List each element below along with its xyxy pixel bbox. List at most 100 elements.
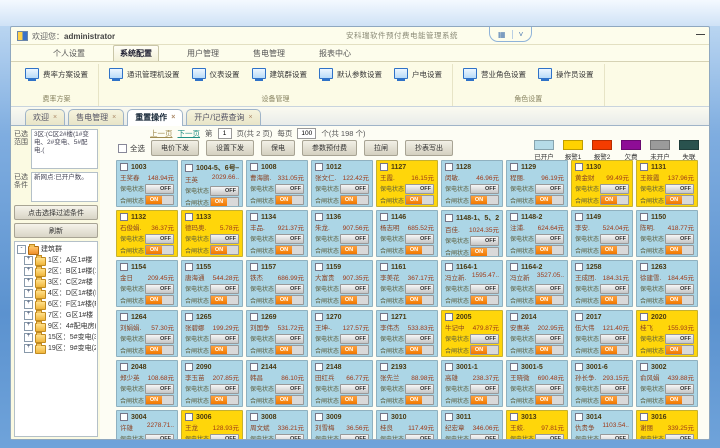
card-checkbox[interactable] (640, 363, 648, 371)
hezha-toggle[interactable]: ON (665, 195, 694, 205)
tree-expand-icon[interactable]: + (24, 333, 33, 342)
hezha-toggle[interactable]: ON (340, 395, 369, 405)
hezha-toggle[interactable]: ON (470, 247, 499, 256)
card-checkbox[interactable] (575, 363, 583, 371)
card-checkbox[interactable] (380, 163, 388, 171)
meter-card-2017[interactable]: 2017 伍大伟 121.40元 保电状态 OFF 合闸状态 ON (571, 310, 633, 357)
meter-card-1136[interactable]: 1136 朱龙. 907.56元 保电状态 OFF 合闸状态 ON (311, 210, 373, 257)
meter-card-1008[interactable]: 1008 曹海鹏. 331.05元 保电状态 OFF 合闸状态 ON (246, 160, 308, 207)
meter-card-1258[interactable]: 1258 王成团. 184.31元 保电状态 OFF 合闸状态 ON (571, 260, 633, 307)
meter-card-1148-1、5、22[interactable]: 1148-1、5、22 百佳. 1024.35元 保电状态 OFF 合闸状态 ON (441, 210, 503, 257)
card-checkbox[interactable] (315, 363, 323, 371)
tree-expand-icon[interactable]: + (24, 322, 33, 331)
card-checkbox[interactable] (185, 263, 193, 271)
chevron-down-icon[interactable]: ˅ (518, 29, 524, 39)
card-checkbox[interactable] (315, 163, 323, 171)
meter-card-1265[interactable]: 1265 张碧娜 199.29元 保电状态 OFF 合闸状态 ON (181, 310, 243, 357)
hezha-toggle[interactable]: ON (145, 295, 174, 305)
card-checkbox[interactable] (575, 413, 583, 421)
hezha-toggle[interactable]: ON (665, 345, 694, 355)
tab-2[interactable]: 重置操作 × (127, 109, 184, 126)
tab-1[interactable]: 售电管理 × (68, 109, 125, 125)
hezha-toggle[interactable]: ON (210, 245, 239, 255)
card-checkbox[interactable] (510, 413, 518, 421)
card-checkbox[interactable] (250, 163, 258, 171)
baodian-toggle[interactable]: OFF (405, 333, 434, 344)
meter-card-2090[interactable]: 2090 李玉苗 207.85元 保电状态 OFF 合闸状态 ON (181, 360, 243, 407)
action-button-2[interactable]: 保电 (261, 140, 295, 156)
card-checkbox[interactable] (250, 213, 258, 221)
meter-card-1134[interactable]: 1134 丰品. 921.37元 保电状态 OFF 合闸状态 ON (246, 210, 308, 257)
ribbon-button-2-1[interactable]: 操作员设置 (534, 65, 598, 84)
card-checkbox[interactable] (445, 214, 453, 222)
card-checkbox[interactable] (120, 213, 128, 221)
card-checkbox[interactable] (510, 363, 518, 371)
tree-item-5[interactable]: +7区：G区1#楼 (17, 310, 96, 321)
tree-root[interactable]: - 建筑群 (17, 244, 96, 255)
card-checkbox[interactable] (185, 164, 193, 172)
hezha-toggle[interactable]: ON (275, 345, 304, 355)
hezha-toggle[interactable]: ON (210, 295, 239, 305)
baodian-toggle[interactable]: OFF (275, 283, 304, 294)
baodian-toggle[interactable]: OFF (535, 433, 564, 439)
card-checkbox[interactable] (445, 313, 453, 321)
card-checkbox[interactable] (640, 263, 648, 271)
close-icon[interactable]: × (171, 114, 176, 121)
meter-card-1149[interactable]: 1149 李安. 524.04元 保电状态 OFF 合闸状态 ON (571, 210, 633, 257)
tree-item-1[interactable]: +2区：B区1#楼(1#变 (17, 266, 96, 277)
hezha-toggle[interactable]: ON (340, 195, 369, 205)
baodian-toggle[interactable]: OFF (145, 283, 174, 294)
tree-item-0[interactable]: +1区：A区1#楼 (17, 255, 96, 266)
close-icon[interactable]: × (112, 114, 117, 121)
hezha-toggle[interactable]: ON (405, 195, 434, 205)
selected-condition-box[interactable]: 新网点:已开户数。 (31, 172, 98, 202)
baodian-toggle[interactable]: OFF (470, 433, 499, 439)
meter-card-1004-5、6号—[interactable]: 1004-5、6号— 王英 2029.66.. 保电状态 OFF 合闸状态 ON (181, 160, 243, 207)
hezha-toggle[interactable]: ON (535, 295, 564, 305)
baodian-toggle[interactable]: OFF (340, 433, 369, 439)
baodian-toggle[interactable]: OFF (210, 383, 239, 394)
card-checkbox[interactable] (250, 263, 258, 271)
hezha-toggle[interactable]: ON (535, 245, 564, 255)
tree-expand-icon[interactable]: + (24, 289, 33, 298)
hezha-toggle[interactable]: ON (210, 345, 239, 355)
select-all-checkbox[interactable] (118, 143, 127, 153)
meter-card-2048[interactable]: 2048 郑少英 108.68元 保电状态 OFF 合闸状态 ON (116, 360, 178, 407)
tree-item-6[interactable]: +9区：4#配电房(4#配 (17, 321, 96, 332)
tree-item-8[interactable]: +19区：9#变电(2#变 (17, 343, 96, 354)
hezha-toggle[interactable]: ON (470, 345, 499, 355)
baodian-toggle[interactable]: OFF (535, 183, 564, 194)
meter-card-1150[interactable]: 1150 陈明. 418.77元 保电状态 OFF 合闸状态 ON (636, 210, 698, 257)
baodian-toggle[interactable]: OFF (665, 233, 694, 244)
card-checkbox[interactable] (380, 263, 388, 271)
tree-item-7[interactable]: +15区：5#变电(3#变电 (17, 332, 96, 343)
baodian-toggle[interactable]: OFF (340, 283, 369, 294)
baodian-toggle[interactable]: OFF (340, 233, 369, 244)
hezha-toggle[interactable]: ON (405, 395, 434, 405)
menu-item-3[interactable]: 售电管理 (253, 49, 285, 58)
ribbon-button-1-0[interactable]: 通讯管理机设置 (105, 65, 184, 84)
meter-card-2193[interactable]: 2193 张先兰 88.98元 保电状态 OFF 合闸状态 ON (376, 360, 438, 407)
hezha-toggle[interactable]: ON (600, 245, 629, 255)
card-checkbox[interactable] (575, 263, 583, 271)
card-checkbox[interactable] (315, 263, 323, 271)
hezha-toggle[interactable]: ON (210, 197, 239, 206)
meter-card-1269[interactable]: 1269 刘国争 531.72元 保电状态 OFF 合闸状态 ON (246, 310, 308, 357)
baodian-toggle[interactable]: OFF (665, 383, 694, 394)
action-button-5[interactable]: 抄表写出 (405, 140, 453, 156)
meter-card-3002[interactable]: 3002 俞风娟 439.88元 保电状态 OFF 合闸状态 ON (636, 360, 698, 407)
tree-collapse-icon[interactable]: - (17, 245, 26, 254)
tree-item-4[interactable]: +6区：F区1#楼(F区1# (17, 299, 96, 310)
baodian-toggle[interactable]: OFF (275, 433, 304, 439)
refresh-button[interactable]: 刷新 (14, 223, 98, 238)
baodian-toggle[interactable]: OFF (405, 283, 434, 294)
grid-icon[interactable]: ▦ (498, 29, 506, 39)
hezha-toggle[interactable]: ON (470, 395, 499, 405)
page-number-input[interactable] (217, 128, 232, 139)
action-button-1[interactable]: 设置下发 (206, 140, 254, 156)
meter-card-1161[interactable]: 1161 李美花 367.17元 保电状态 OFF 合闸状态 ON (376, 260, 438, 307)
